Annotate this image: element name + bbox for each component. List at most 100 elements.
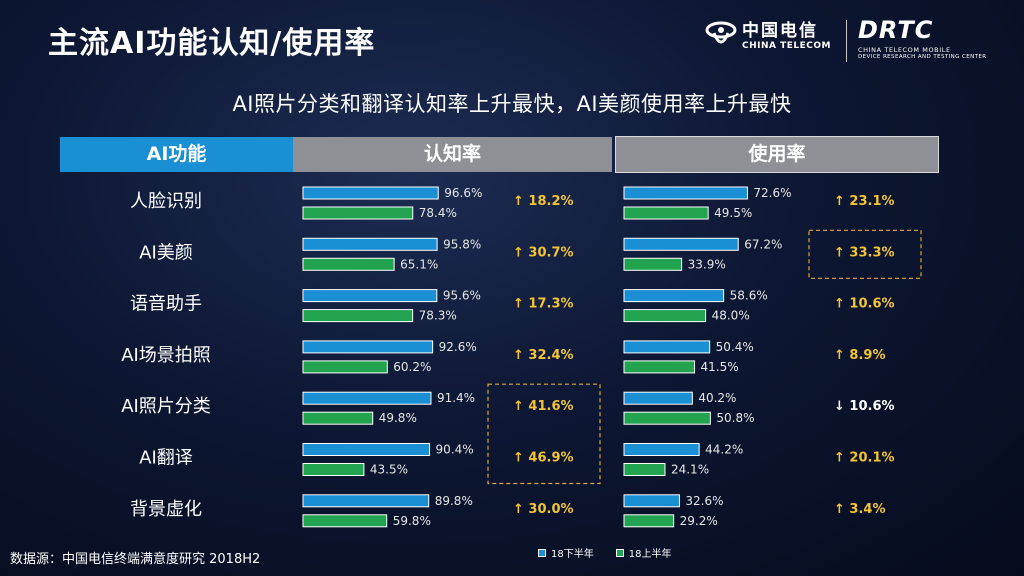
usage-value-2018h1-3: 41.5% (701, 360, 739, 374)
usage-value-2018h2-5: 44.2% (705, 443, 743, 457)
awareness-value-2018h1-4: 49.8% (379, 411, 417, 425)
china-telecom-cn: 中国电信 (742, 21, 818, 41)
awareness-bar-2018h2-0 (302, 186, 439, 200)
usage-change-3: ↑ 8.9% (834, 348, 885, 363)
awareness-change-4: ↑ 41.6% (513, 399, 574, 414)
usage-value-2018h2-6: 32.6% (685, 494, 723, 508)
feature-label-3: AI场景拍照 (121, 345, 211, 366)
legend-label-2018h1: 18上半年 (628, 549, 672, 560)
awareness-value-2018h1-1: 65.1% (400, 257, 438, 271)
usage-bar-2018h1-5 (623, 463, 666, 476)
usage-bar-2018h1-2 (623, 309, 707, 323)
usage-value-2018h1-4: 50.8% (716, 411, 754, 425)
usage-value-2018h1-6: 29.2% (680, 514, 718, 528)
awareness-bar-2018h1-3 (302, 360, 388, 374)
usage-bar-2018h1-4 (623, 411, 711, 425)
slide-subtitle: AI照片分类和翻译认知率上升最快，AI美颜使用率上升最快 (232, 92, 792, 116)
feature-label-6: 背景虚化 (130, 499, 202, 520)
awareness-highlight-box (487, 383, 601, 485)
awareness-bar-2018h1-0 (302, 206, 414, 220)
awareness-value-2018h1-3: 60.2% (393, 360, 431, 374)
legend-swatch-2018h2 (538, 548, 546, 557)
awareness-value-2018h2-4: 91.4% (437, 391, 475, 405)
legend-item-2018h1: 18上半年 (615, 545, 672, 560)
logo-separator (846, 20, 847, 62)
awareness-bar-2018h1-4 (302, 411, 374, 425)
header-usage: 使用率 (615, 136, 939, 173)
usage-value-2018h2-4: 40.2% (698, 391, 736, 405)
usage-value-2018h2-1: 67.2% (744, 237, 782, 251)
awareness-value-2018h1-6: 59.8% (393, 514, 431, 528)
feature-label-1: AI美颜 (139, 242, 193, 263)
feature-label-5: AI翻译 (139, 448, 193, 469)
awareness-value-2018h1-0: 78.4% (419, 206, 457, 220)
awareness-change-0: ↑ 18.2% (513, 194, 574, 209)
feature-label-4: AI照片分类 (121, 396, 211, 417)
usage-bar-2018h2-1 (623, 237, 739, 251)
drtc-logo: DRTC CHINA TELECOM MOBILE DEVICE RESEARC… (858, 16, 994, 60)
source-note: 数据源：中国电信终端满意度研究 2018H2 (10, 552, 261, 567)
usage-bar-2018h2-6 (623, 494, 680, 508)
usage-change-2: ↑ 10.6% (834, 297, 895, 312)
drtc-mark: DRTC (858, 16, 934, 44)
usage-change-4: ↓ 10.6% (834, 399, 895, 414)
awareness-value-2018h2-6: 89.8% (435, 494, 473, 508)
chart-legend: 18下半年 18上半年 (538, 545, 693, 560)
usage-value-2018h1-0: 49.5% (714, 206, 752, 220)
header-awareness: 认知率 (293, 137, 612, 172)
usage-value-2018h1-5: 24.1% (671, 463, 709, 477)
usage-value-2018h1-1: 33.9% (688, 257, 726, 271)
usage-value-2018h2-3: 50.4% (716, 340, 754, 354)
usage-value-2018h2-0: 72.6% (753, 186, 791, 200)
awareness-bar-2018h2-2 (302, 289, 438, 303)
usage-bar-2018h1-6 (623, 514, 675, 528)
usage-value-2018h1-2: 48.0% (712, 309, 750, 323)
feature-label-0: 人脸识别 (130, 191, 202, 212)
awareness-bar-2018h1-2 (302, 309, 414, 323)
usage-value-2018h2-2: 58.6% (730, 289, 768, 303)
awareness-value-2018h2-3: 92.6% (439, 340, 477, 354)
awareness-bar-2018h2-1 (302, 237, 438, 251)
usage-bar-2018h2-4 (623, 391, 693, 405)
usage-bar-2018h1-3 (623, 360, 696, 374)
usage-bar-2018h2-5 (623, 443, 700, 456)
usage-highlight-box (808, 229, 922, 279)
awareness-bar-2018h2-4 (302, 391, 432, 405)
awareness-change-2: ↑ 17.3% (513, 297, 574, 312)
feature-label-2: 语音助手 (130, 294, 202, 315)
awareness-change-1: ↑ 30.7% (513, 245, 574, 260)
usage-bar-2018h2-2 (623, 289, 725, 303)
legend-swatch-2018h1 (615, 548, 624, 557)
legend-item-2018h2: 18下半年 (538, 545, 594, 560)
drtc-sub1: CHINA TELECOM MOBILE (858, 46, 951, 54)
awareness-value-2018h2-5: 90.4% (436, 443, 474, 457)
awareness-value-2018h2-2: 95.6% (443, 289, 481, 303)
awareness-value-2018h2-0: 96.6% (444, 186, 482, 200)
awareness-bar-2018h2-6 (302, 494, 430, 508)
usage-change-1: ↑ 33.3% (834, 245, 895, 260)
awareness-change-5: ↑ 46.9% (513, 451, 574, 466)
page-title: 主流AI功能认知/使用率 (48, 26, 376, 61)
awareness-bar-2018h1-6 (302, 514, 388, 528)
usage-bar-2018h1-0 (623, 206, 709, 220)
usage-change-0: ↑ 23.1% (834, 194, 895, 209)
logo-area: 中国电信 CHINA TELECOM DRTC CHINA TELECOM MO… (704, 16, 994, 68)
usage-change-6: ↑ 3.4% (834, 502, 885, 517)
header-feature: AI功能 (60, 137, 293, 172)
usage-bar-2018h2-3 (623, 340, 711, 354)
legend-label-2018h2: 18下半年 (551, 549, 594, 560)
awareness-change-6: ↑ 30.0% (513, 502, 574, 517)
awareness-value-2018h1-2: 78.3% (419, 309, 457, 323)
usage-bar-2018h1-1 (623, 257, 683, 271)
awareness-value-2018h2-1: 95.8% (443, 237, 481, 251)
china-telecom-emblem-icon (705, 21, 737, 43)
awareness-change-3: ↑ 32.4% (513, 348, 574, 363)
awareness-bar-2018h2-5 (302, 443, 431, 456)
usage-change-5: ↑ 20.1% (834, 451, 895, 466)
awareness-bar-2018h1-1 (302, 257, 395, 271)
awareness-bar-2018h2-3 (302, 340, 434, 354)
awareness-value-2018h1-5: 43.5% (370, 463, 408, 477)
usage-bar-2018h2-0 (623, 186, 748, 200)
awareness-bar-2018h1-5 (302, 463, 365, 476)
